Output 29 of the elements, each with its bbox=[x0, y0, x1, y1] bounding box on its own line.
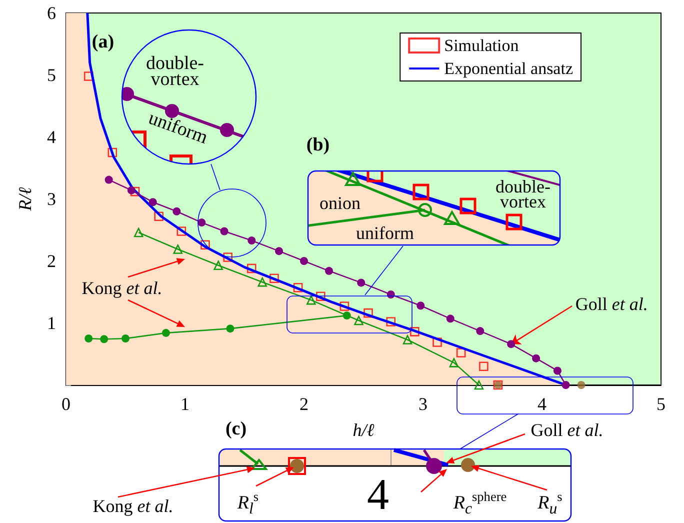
annotation: (b) bbox=[306, 134, 330, 156]
text: 4 bbox=[367, 470, 389, 519]
x-tick-label: 1 bbox=[180, 394, 190, 414]
x-tick-label: 0 bbox=[62, 394, 70, 414]
y-tick-label: 2 bbox=[47, 251, 56, 271]
x-tick-label: 4 bbox=[538, 394, 546, 414]
annotation: Kong et al. bbox=[82, 278, 162, 298]
text: Kong et al. bbox=[92, 496, 174, 516]
text: Goll et al. bbox=[530, 420, 604, 440]
annotation: uniform bbox=[146, 108, 210, 148]
annotation: onion bbox=[319, 193, 361, 213]
y-tick-label: 3 bbox=[47, 189, 56, 209]
annotation: Goll et al. bbox=[575, 294, 648, 314]
y-axis-title: R/ℓ bbox=[15, 186, 35, 212]
x-tick-label: 3 bbox=[418, 394, 428, 414]
annotation: (a) bbox=[92, 32, 114, 52]
annotation: double-vortex bbox=[494, 176, 552, 212]
y-tick-label: 6 bbox=[47, 3, 56, 23]
y-tick-label: 1 bbox=[47, 313, 56, 333]
annotation: double-vortex bbox=[144, 52, 206, 90]
legend-label: Simulation bbox=[444, 36, 520, 55]
y-tick-label: 4 bbox=[47, 127, 56, 147]
x-axis-title: h/ℓ bbox=[352, 420, 375, 440]
text: (c) bbox=[225, 418, 247, 440]
legend-label: Exponential ansatz bbox=[444, 59, 574, 78]
annotation: uniform bbox=[356, 223, 414, 243]
x-tick-label: 2 bbox=[300, 394, 308, 414]
x-tick-label: 5 bbox=[656, 394, 666, 414]
y-tick-label: 5 bbox=[47, 65, 56, 85]
